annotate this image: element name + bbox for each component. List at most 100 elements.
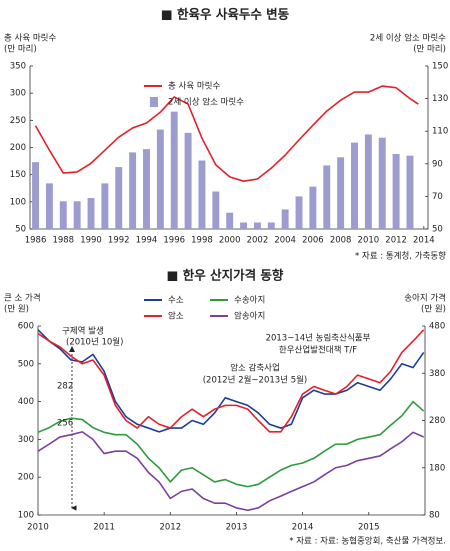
- line: [37, 329, 425, 433]
- bar: [364, 134, 372, 229]
- bar: [281, 209, 289, 229]
- bar: [240, 222, 248, 229]
- bar: [115, 167, 123, 229]
- annotation: 암소 감축사업: [230, 363, 280, 374]
- annotation: 256: [57, 419, 73, 429]
- x-tick-label: 2012: [159, 523, 181, 533]
- x-tick-label: 2008: [330, 236, 352, 246]
- y2-tick-label: 380: [429, 369, 445, 379]
- bar: [170, 111, 178, 229]
- bar: [212, 191, 220, 229]
- event-arrow-head: [69, 346, 75, 352]
- y2-tick-label: 110: [432, 127, 448, 137]
- y-tick-label: 200: [10, 143, 26, 153]
- chart-title: ■ 한육우 사육두수 변동: [161, 7, 290, 22]
- y2-tick-label: 180: [429, 463, 445, 473]
- x-tick-label: 2010: [27, 523, 49, 533]
- y2-axis-label: 2세 이상 암소 마릿수: [370, 33, 446, 44]
- bar: [267, 222, 275, 229]
- source-note: * 자료 : 통계청, 가축동향: [355, 251, 446, 262]
- x-tick-label: 2006: [302, 236, 324, 246]
- y-axis-label: 총 사육 마릿수: [4, 33, 57, 44]
- y-axis-label: (만 원): [4, 305, 29, 315]
- chart-title: ■ 한우 산지가격 동향: [167, 268, 284, 283]
- annotation: (2010년 10월): [66, 337, 123, 348]
- bar: [323, 165, 331, 229]
- y-tick-label: 50: [15, 225, 26, 235]
- y2-tick-label: 70: [432, 192, 443, 202]
- x-tick-label: 2002: [247, 236, 269, 246]
- y-tick-label: 100: [18, 511, 34, 521]
- y2-axis-label: (만 원): [421, 305, 446, 315]
- bar: [101, 183, 109, 229]
- y-tick-label: 500: [18, 359, 34, 369]
- annotation: 2013~14년 농림축산식품부: [266, 333, 371, 344]
- y-tick-label: 400: [18, 397, 34, 407]
- x-tick-label: 2015: [358, 523, 380, 533]
- annotation: 한우산업발전대책 T/F: [279, 345, 357, 356]
- legend-label: 수송아지: [234, 295, 265, 306]
- y-axis-label: 큰 소 가격: [4, 293, 41, 304]
- bar: [59, 201, 67, 229]
- bar: [156, 129, 164, 229]
- x-tick-label: 1998: [191, 236, 213, 246]
- line: [34, 85, 419, 182]
- x-tick-label: 1990: [80, 236, 102, 246]
- y2-tick-label: 50: [432, 225, 443, 235]
- x-tick-label: 2000: [219, 236, 241, 246]
- y-tick-label: 250: [10, 116, 26, 126]
- line: [37, 329, 425, 433]
- legend-label: 2세 이상 암소 마릿수: [168, 97, 244, 108]
- bar: [73, 201, 81, 229]
- bar: [198, 160, 206, 229]
- annotation: 구제역 발생: [62, 326, 104, 337]
- line: [37, 400, 425, 488]
- legend-swatch: [150, 97, 158, 107]
- annotation: (2012년 2월~2013년 5월): [203, 375, 308, 386]
- x-tick-label: 2013: [226, 523, 248, 533]
- bar: [45, 183, 53, 229]
- bar: [309, 186, 317, 229]
- bar: [295, 196, 303, 229]
- x-tick-label: 2014: [292, 523, 314, 533]
- bar: [32, 162, 40, 229]
- y-tick-label: 350: [10, 62, 26, 72]
- x-tick-label: 1994: [136, 236, 158, 246]
- y2-tick-label: 90: [432, 159, 443, 169]
- bar: [392, 154, 400, 229]
- x-tick-label: 2004: [274, 236, 296, 246]
- bar: [253, 222, 261, 229]
- axis-frame: [37, 326, 426, 516]
- bar: [87, 198, 95, 229]
- y-tick-label: 300: [10, 89, 26, 99]
- y2-axis-label: (만 마리): [413, 45, 446, 55]
- y2-tick-label: 280: [429, 416, 445, 426]
- bar: [143, 149, 150, 229]
- y-tick-label: 600: [18, 322, 34, 332]
- x-tick-label: 1988: [52, 236, 74, 246]
- x-tick-label: 2010: [358, 236, 380, 246]
- bar: [184, 132, 192, 229]
- y-tick-label: 100: [10, 197, 26, 207]
- x-tick-label: 2012: [385, 236, 407, 246]
- bar: [129, 152, 137, 229]
- bar: [226, 212, 234, 229]
- legend-label: 수소: [168, 296, 184, 306]
- y2-tick-label: 480: [429, 322, 445, 332]
- legend-label: 암소: [168, 311, 184, 322]
- legend-label: 총 사육 마릿수: [168, 81, 221, 92]
- y-tick-label: 200: [18, 473, 34, 483]
- x-tick-label: 1992: [108, 236, 130, 246]
- bar: [406, 155, 414, 229]
- y2-tick-label: 130: [432, 94, 448, 104]
- line: [37, 431, 425, 512]
- y-axis-label: (만 마리): [4, 45, 37, 55]
- source-note: * 자료 : 자료: 농협중앙회, 축산물 가격정보.: [289, 536, 446, 547]
- x-tick-label: 2014: [413, 236, 435, 246]
- legend-label: 암송아지: [234, 311, 265, 322]
- x-tick-label: 1996: [163, 236, 185, 246]
- y2-tick-label: 150: [432, 62, 448, 72]
- annotation: 282: [57, 382, 73, 392]
- y-tick-label: 150: [10, 170, 26, 180]
